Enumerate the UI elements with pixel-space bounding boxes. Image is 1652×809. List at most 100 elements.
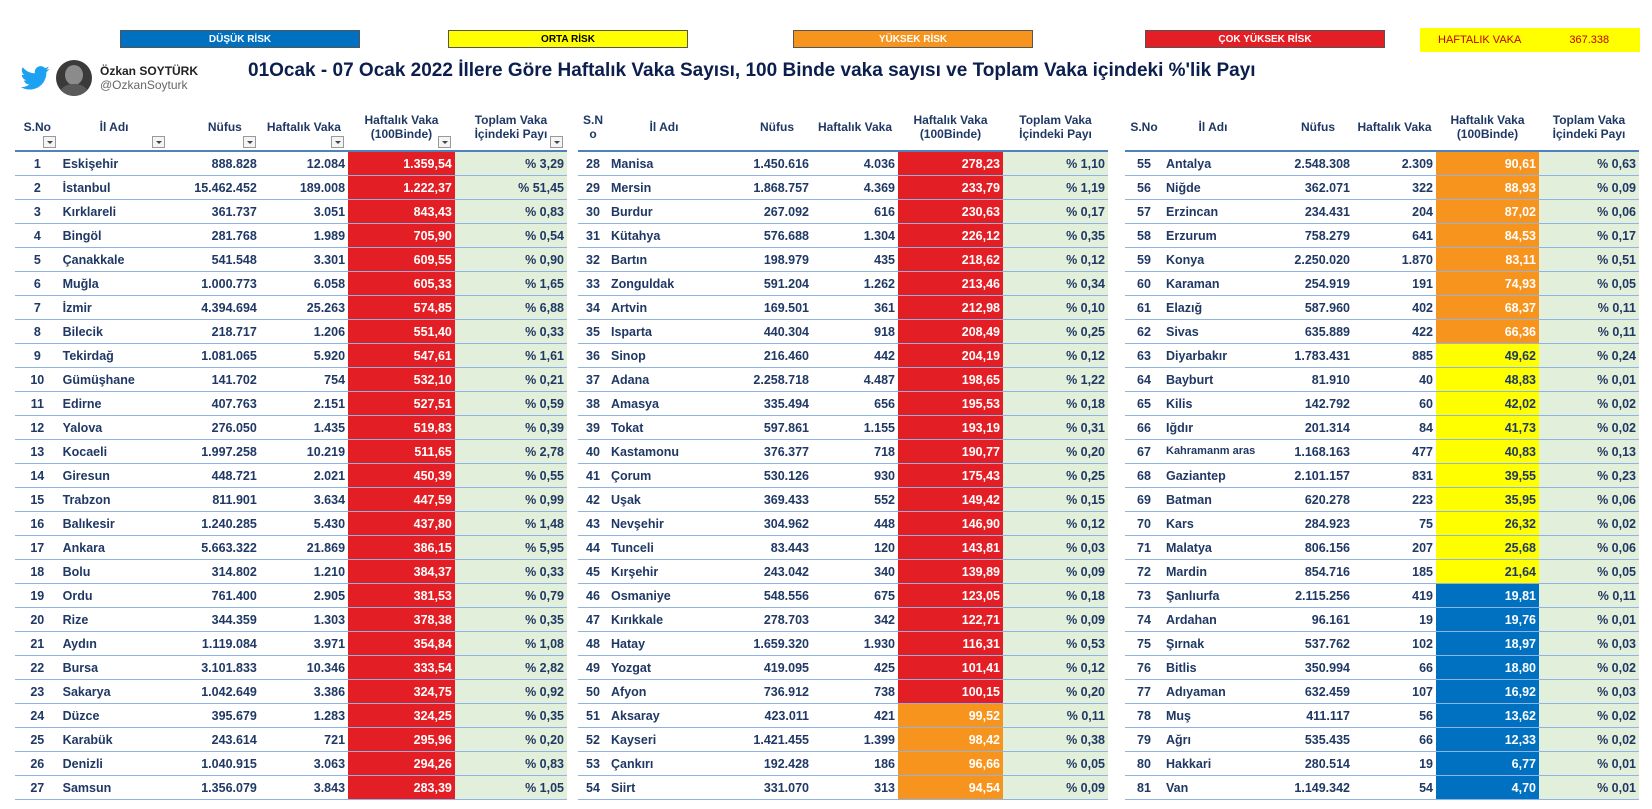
cell-weekly-cases: 402: [1353, 295, 1436, 320]
cell-rate-per-100k: 74,93: [1436, 271, 1539, 296]
cell-population: 1.119.084: [168, 631, 260, 656]
cell-population: 1.997.258: [168, 439, 260, 464]
cell-population: 811.901: [168, 487, 260, 512]
cell-share-percent: % 0,63: [1539, 150, 1639, 176]
cell-share-percent: % 1,65: [454, 271, 567, 296]
cell-province-name: Tokat: [608, 415, 720, 440]
cell-no: 28: [578, 150, 608, 176]
cell-no: 41: [578, 463, 608, 488]
filter-dropdown-icon[interactable]: [42, 136, 56, 148]
col-header-share: Toplam Vaka İçindeki Payı: [455, 104, 567, 151]
table-row: 17 Ankara 5.663.322 21.869 386,15% 5,95: [15, 535, 567, 560]
cell-province-name: Kırıkkale: [608, 607, 720, 632]
legend-very-high-risk: ÇOK YÜKSEK RİSK: [1145, 30, 1385, 48]
cell-share-percent: % 0,12: [1003, 247, 1108, 272]
cell-no: 64: [1125, 367, 1163, 392]
table-row: 49 Yozgat 419.095 425 101,41% 0,12: [578, 655, 1108, 680]
cell-weekly-cases: 21.869: [259, 535, 349, 560]
cell-weekly-cases: 1.870: [1353, 247, 1436, 272]
cell-rate-per-100k: 12,33: [1436, 727, 1539, 752]
cell-province-name: Niğde: [1163, 175, 1263, 200]
cell-weekly-cases: 3.971: [259, 631, 349, 656]
province-table-2: S.N o İl Adı Nüfus Haftalık Vaka Haftalı…: [578, 104, 1108, 800]
cell-share-percent: % 0,03: [1003, 535, 1108, 560]
cell-share-percent: % 0,11: [1003, 703, 1108, 728]
filter-dropdown-icon[interactable]: [151, 136, 165, 148]
table-row: 60 Karaman 254.919 191 74,93% 0,05: [1125, 271, 1639, 296]
cell-rate-per-100k: 101,41: [898, 655, 1003, 680]
table-row: 35 Isparta 440.304 918 208,49% 0,25: [578, 319, 1108, 344]
cell-no: 72: [1125, 559, 1163, 584]
cell-population: 1.000.773: [168, 271, 260, 296]
cell-province-name: Kütahya: [608, 223, 720, 248]
cell-province-name: Bingöl: [59, 223, 169, 248]
cell-weekly-cases: 10.346: [259, 655, 349, 680]
cell-weekly-cases: 322: [1353, 175, 1436, 200]
cell-weekly-cases: 185: [1353, 559, 1436, 584]
cell-province-name: Kahramanm aras: [1163, 439, 1263, 464]
table-row: 46 Osmaniye 548.556 675 123,05% 0,18: [578, 583, 1108, 608]
cell-rate-per-100k: 233,79: [898, 175, 1003, 200]
table-row: 23 Sakarya 1.042.649 3.386 324,75% 0,92: [15, 679, 567, 704]
cell-province-name: Giresun: [59, 463, 169, 488]
cell-weekly-cases: 4.369: [812, 175, 898, 200]
cell-province-name: Bitlis: [1163, 655, 1263, 680]
table-row: 33 Zonguldak 591.204 1.262 213,46% 0,34: [578, 271, 1108, 296]
table-row: 7 İzmir 4.394.694 25.263 574,85% 6,88: [15, 295, 567, 320]
cell-population: 142.792: [1263, 391, 1353, 416]
cell-rate-per-100k: 18,80: [1436, 655, 1539, 680]
cell-population: 2.258.718: [720, 367, 812, 392]
cell-weekly-cases: 1.303: [259, 607, 349, 632]
table-row: 80 Hakkari 280.514 19 6,77% 0,01: [1125, 751, 1639, 776]
cell-share-percent: % 0,10: [1003, 295, 1108, 320]
cell-population: 548.556: [720, 583, 812, 608]
cell-province-name: Aydın: [59, 631, 169, 656]
col-header-rate: Haftalık Vaka (100Binde): [913, 113, 988, 141]
cell-share-percent: % 0,05: [1003, 751, 1108, 776]
cell-weekly-cases: 223: [1353, 487, 1436, 512]
cell-rate-per-100k: 40,83: [1436, 439, 1539, 464]
cell-no: 5: [15, 247, 60, 272]
cell-rate-per-100k: 18,97: [1436, 631, 1539, 656]
cell-population: 419.095: [720, 655, 812, 680]
cell-weekly-cases: 207: [1353, 535, 1436, 560]
cell-no: 31: [578, 223, 608, 248]
cell-no: 32: [578, 247, 608, 272]
cell-rate-per-100k: 88,93: [1436, 175, 1539, 200]
cell-population: 361.737: [168, 199, 260, 224]
cell-no: 6: [15, 271, 60, 296]
cell-share-percent: % 0,01: [1539, 607, 1639, 632]
cell-province-name: Balıkesir: [59, 511, 169, 536]
cell-share-percent: % 0,09: [1003, 775, 1108, 800]
cell-weekly-cases: 340: [812, 559, 898, 584]
cell-weekly-cases: 1.283: [259, 703, 349, 728]
cell-no: 19: [15, 583, 60, 608]
cell-rate-per-100k: 324,75: [348, 679, 455, 704]
cell-no: 77: [1125, 679, 1163, 704]
cell-no: 48: [578, 631, 608, 656]
cell-rate-per-100k: 66,36: [1436, 319, 1539, 344]
filter-dropdown-icon[interactable]: [242, 136, 256, 148]
cell-population: 530.126: [720, 463, 812, 488]
cell-rate-per-100k: 605,33: [348, 271, 455, 296]
page-title: 01Ocak - 07 Ocak 2022 İllere Göre Haftal…: [248, 60, 1256, 81]
cell-weekly-cases: 918: [812, 319, 898, 344]
cell-population: 1.240.285: [168, 511, 260, 536]
cell-rate-per-100k: 574,85: [348, 295, 455, 320]
cell-no: 9: [15, 343, 60, 368]
cell-rate-per-100k: 4,70: [1436, 775, 1539, 800]
table-row: 13 Kocaeli 1.997.258 10.219 511,65% 2,78: [15, 439, 567, 464]
filter-dropdown-icon[interactable]: [550, 136, 563, 148]
sort-dropdown-icon[interactable]: [437, 136, 451, 148]
table-row: 63 Diyarbakır 1.783.431 885 49,62% 0,24: [1125, 343, 1639, 368]
cell-rate-per-100k: 42,02: [1436, 391, 1539, 416]
cell-province-name: Karaman: [1163, 271, 1263, 296]
cell-weekly-cases: 189.008: [259, 175, 349, 200]
table-row: 41 Çorum 530.126 930 175,43% 0,25: [578, 463, 1108, 488]
cell-population: 234.431: [1263, 199, 1353, 224]
cell-share-percent: % 0,12: [1003, 511, 1108, 536]
cell-rate-per-100k: 324,25: [348, 703, 455, 728]
cell-share-percent: % 0,92: [454, 679, 567, 704]
cell-province-name: Erzincan: [1163, 199, 1263, 224]
filter-dropdown-icon[interactable]: [331, 136, 345, 148]
